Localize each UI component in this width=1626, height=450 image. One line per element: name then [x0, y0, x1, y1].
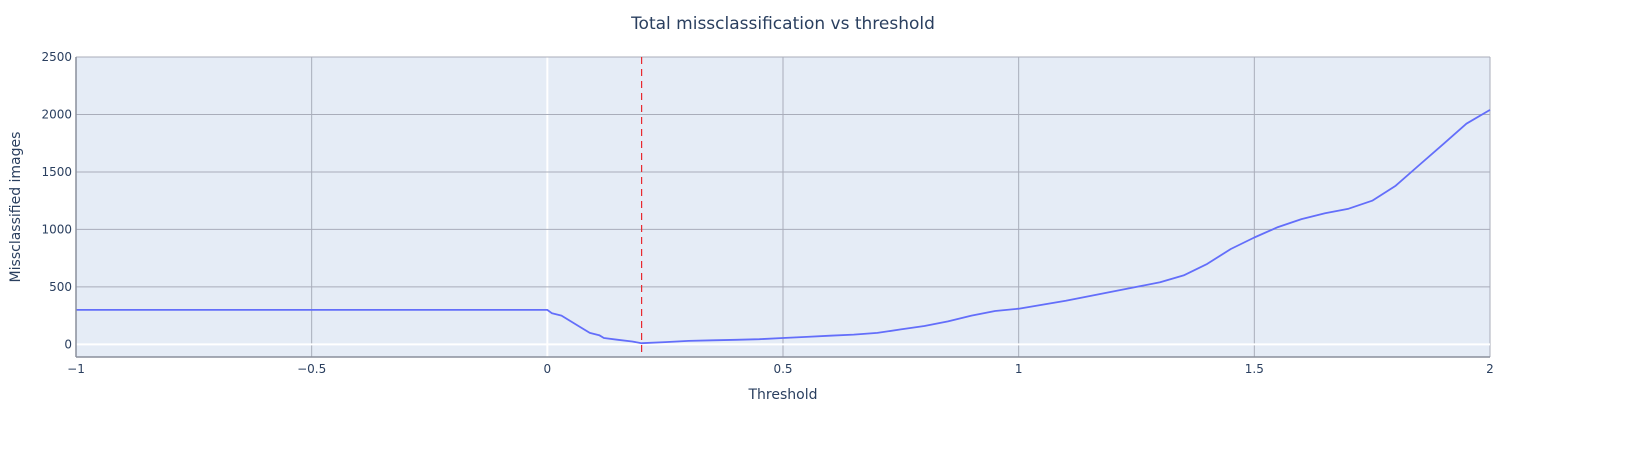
x-tick-label: 2: [1486, 362, 1494, 376]
tick-layer: −1 −0.5 0 0.5 1 1.5 2 0 500 1000 1500 2000 2500: [41, 50, 1493, 376]
y-tick-label: 1500: [41, 165, 72, 179]
chart-title: Total missclassification vs threshold: [630, 14, 935, 34]
x-tick-label: 0: [544, 362, 552, 376]
x-tick-label: −1: [67, 362, 85, 376]
y-tick-label: 2500: [41, 50, 72, 64]
x-tick-label: −0.5: [297, 362, 326, 376]
y-tick-label: 500: [49, 280, 72, 294]
y-tick-label: 2000: [41, 107, 72, 121]
x-axis-title: Threshold: [748, 387, 818, 403]
y-tick-label: 1000: [41, 222, 72, 236]
series-layer: [76, 57, 1491, 357]
series-line: [76, 109, 1491, 345]
x-tick-label: 1.5: [1245, 362, 1264, 376]
grid-layer: [75, 56, 1491, 357]
y-axis-title: Missclassified images: [8, 132, 24, 283]
y-tick-label: 0: [64, 337, 72, 351]
x-tick-label: 1: [1015, 362, 1023, 376]
x-tick-label: 0.5: [773, 362, 792, 376]
